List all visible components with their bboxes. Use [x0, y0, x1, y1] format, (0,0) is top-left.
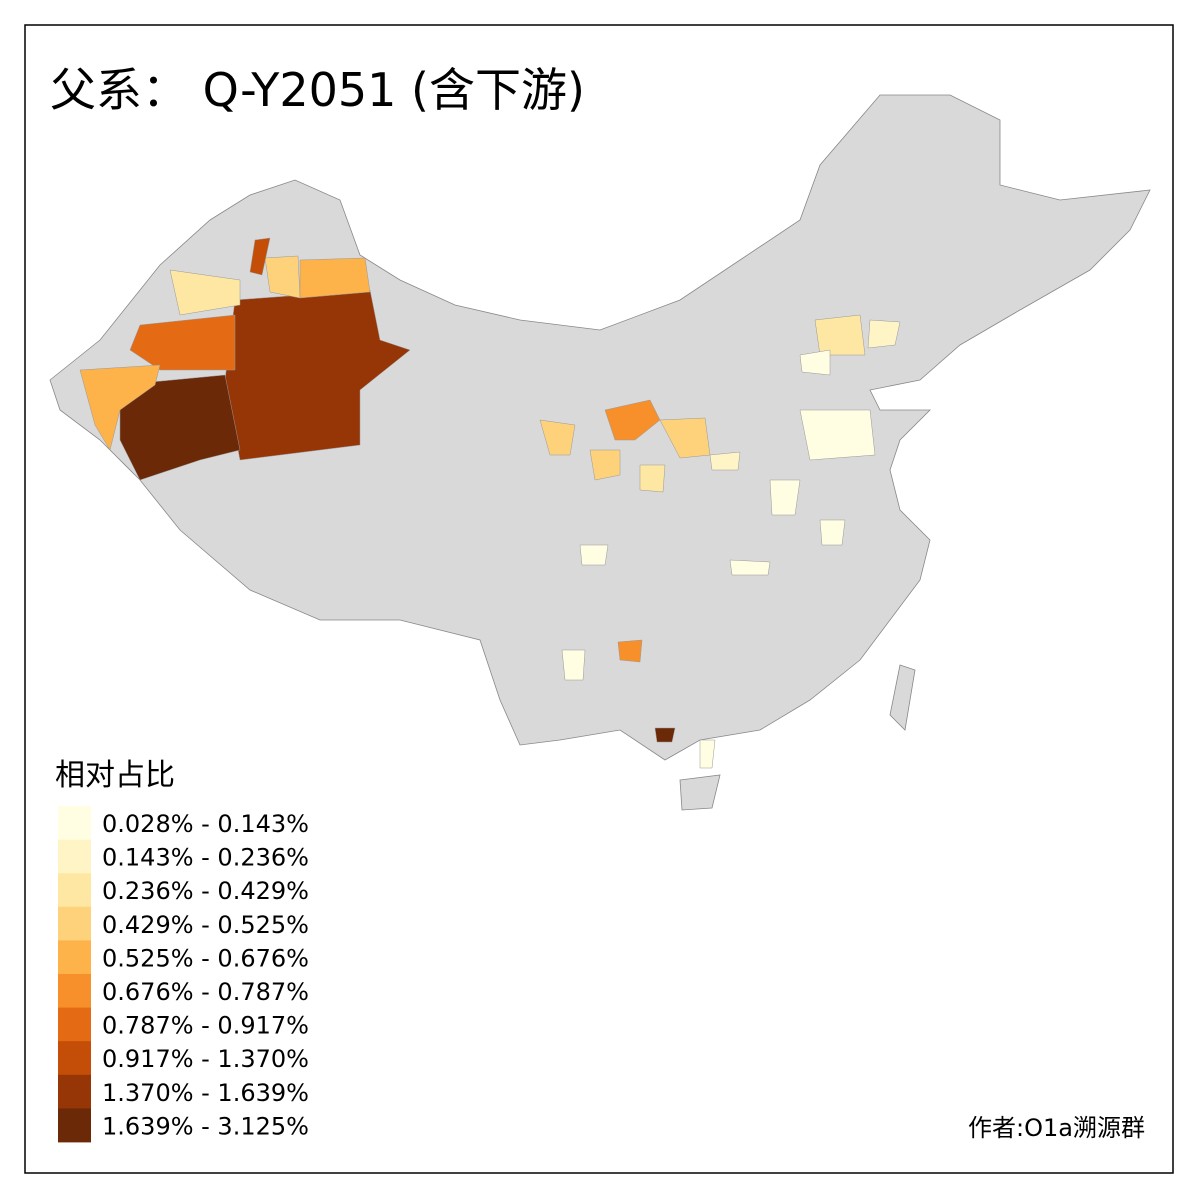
region — [299, 257, 371, 299]
region — [249, 237, 271, 276]
region — [129, 314, 236, 371]
legend-swatch — [58, 839, 91, 874]
credit: 作者:O1a溯源群 — [968, 1114, 1145, 1142]
legend-swatch — [58, 906, 91, 941]
region — [729, 559, 771, 576]
legend-label: 0.787% - 0.917% — [102, 1012, 309, 1040]
legend-label: 0.236% - 0.429% — [102, 877, 309, 905]
legend-swatch — [58, 873, 91, 908]
legend-swatch — [58, 974, 91, 1008]
region — [814, 314, 866, 356]
region — [79, 364, 161, 451]
region — [654, 727, 676, 743]
region — [119, 374, 241, 481]
legend-label: 1.639% - 3.125% — [102, 1112, 309, 1140]
legend: 0.028% - 0.143% 0.143% - 0.236% 0.236% - 0… — [58, 806, 309, 1143]
legend-swatch — [58, 940, 91, 975]
region — [799, 349, 831, 376]
legend-label: 0.143% - 0.236% — [102, 844, 309, 872]
region — [617, 639, 643, 663]
map — [49, 94, 1151, 811]
legend-swatch — [58, 1041, 91, 1076]
legend-swatch — [58, 806, 91, 840]
map-title: 父系： Q-Y2051 (含下游) — [50, 63, 585, 117]
region — [799, 409, 876, 461]
region — [579, 544, 609, 566]
region — [604, 399, 661, 441]
legend-label: 0.028% - 0.143% — [102, 810, 309, 838]
legend-swatch — [58, 1108, 91, 1143]
region — [819, 519, 846, 546]
region — [639, 464, 666, 493]
region — [709, 451, 741, 471]
region — [589, 449, 621, 481]
region — [867, 319, 901, 349]
legend-swatch — [58, 1074, 91, 1109]
hainan — [679, 774, 721, 811]
region — [264, 255, 301, 299]
legend-label: 0.429% - 0.525% — [102, 911, 309, 939]
region — [769, 479, 801, 516]
legend-label: 0.917% - 1.370% — [102, 1045, 309, 1073]
taiwan — [889, 664, 916, 731]
regions — [79, 237, 901, 769]
legend-title: 相对占比 — [55, 758, 175, 793]
region — [539, 419, 576, 456]
region — [561, 649, 586, 681]
region — [699, 739, 716, 769]
region — [169, 269, 241, 316]
legend-swatch — [58, 1007, 91, 1042]
legend-label: 1.370% - 1.639% — [102, 1079, 309, 1107]
legend-label: 0.676% - 0.787% — [102, 978, 309, 1006]
legend-label: 0.525% - 0.676% — [102, 944, 309, 972]
